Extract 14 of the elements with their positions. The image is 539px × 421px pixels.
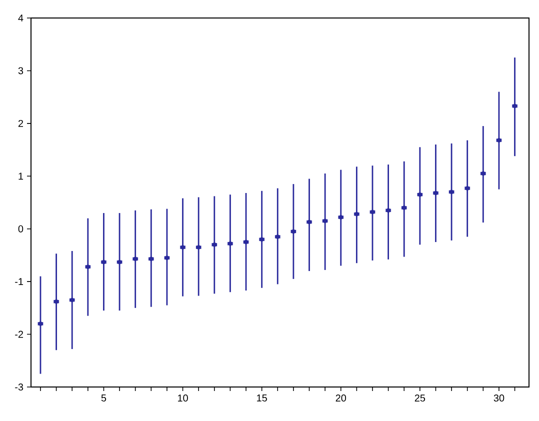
x-tick-label: 15 (257, 394, 267, 402)
y-tick-label: -2 (15, 330, 23, 338)
x-tick-label: 5 (101, 394, 106, 402)
y-tick-label: -3 (15, 383, 24, 391)
x-tick-label: 25 (414, 394, 426, 402)
y-tick-label: 2 (18, 120, 23, 127)
y-tick-label: 4 (18, 14, 24, 22)
x-tick-label: 20 (336, 394, 346, 402)
y-tick-label: -1 (15, 278, 24, 285)
y-tick-label: 0 (18, 225, 24, 232)
x-tick-label: 10 (178, 394, 188, 402)
y-tick-label: 1 (18, 172, 24, 180)
x-tick-label: 30 (494, 394, 504, 402)
y-tick-label: 3 (18, 67, 24, 74)
